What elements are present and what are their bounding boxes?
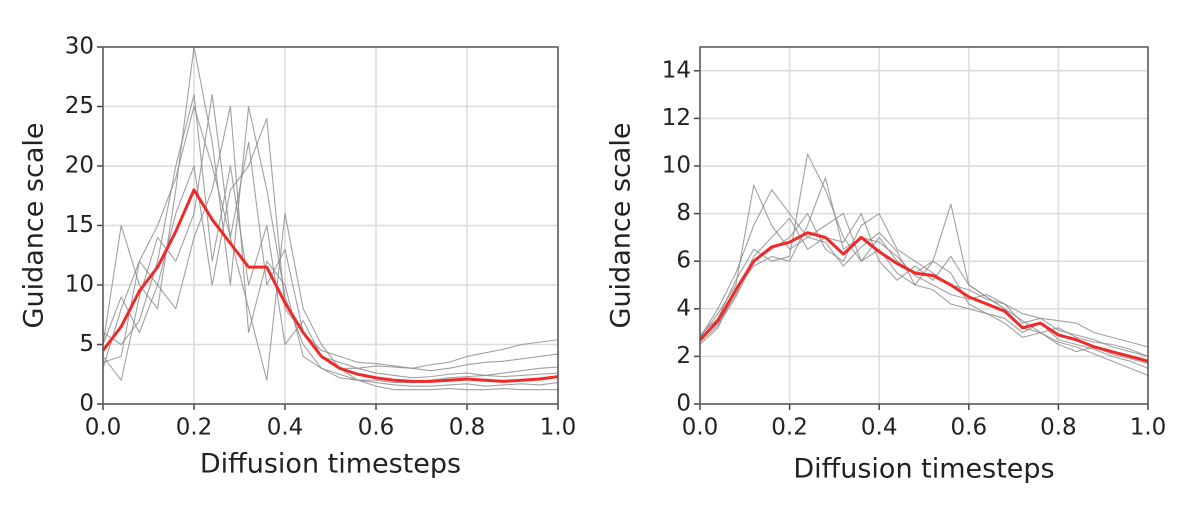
x-axis-label: Diffusion timesteps <box>200 449 461 480</box>
y-tick-label: 2 <box>676 343 691 369</box>
data-line <box>102 117 559 369</box>
data-line <box>699 213 1149 357</box>
data-line <box>699 177 1149 348</box>
data-line <box>698 231 1149 363</box>
x-tick-label: 1.0 <box>540 415 577 441</box>
data-line <box>699 213 1149 376</box>
subplot: 0 2 4 6 8 10 12 14 0.0 0.2 0.4 0.6 0.8 1.0 Diffusion t… <box>606 46 1167 485</box>
y-tick-label: 10 <box>662 153 691 179</box>
data-line <box>102 46 559 387</box>
axes-frame <box>699 46 1149 405</box>
y-tick-label: 0 <box>79 391 94 417</box>
x-tick-label: 0.0 <box>682 415 719 441</box>
y-tick-label: 0 <box>676 391 691 417</box>
data-line <box>102 94 559 379</box>
data-line <box>699 184 1149 365</box>
y-tick-label: 8 <box>676 200 691 226</box>
x-tick-label: 0.0 <box>85 415 122 441</box>
x-tick-label: 0.6 <box>358 415 395 441</box>
y-tick-label: 20 <box>65 153 94 179</box>
x-tick-label: 0.8 <box>449 415 486 441</box>
x-tick-label: 0.2 <box>771 415 808 441</box>
data-line <box>102 105 559 384</box>
x-tick-label: 1.0 <box>1130 415 1167 441</box>
axes-frame <box>102 46 559 405</box>
x-tick-label: 0.8 <box>1040 415 1077 441</box>
y-tick-label: 12 <box>662 105 691 131</box>
data-line <box>102 94 558 391</box>
x-tick-label: 0.2 <box>176 415 213 441</box>
y-tick-label: 15 <box>65 212 94 238</box>
x-tick-label: 0.6 <box>951 415 988 441</box>
x-tick-label: 0.4 <box>861 415 898 441</box>
y-tick-label: 30 <box>65 34 94 60</box>
y-axis-label: Guidance scale <box>19 123 50 329</box>
y-tick-label: 25 <box>65 93 94 119</box>
y-axis-label: Guidance scale <box>606 123 637 329</box>
y-tick-label: 6 <box>676 248 691 274</box>
y-tick-label: 14 <box>662 57 691 83</box>
data-line <box>101 188 559 383</box>
x-axis-label: Diffusion timesteps <box>793 454 1054 485</box>
y-tick-label: 10 <box>65 272 94 298</box>
subplot: 0 5 10 15 20 25 30 0.0 0.2 0.4 0.6 0.8 1.0 Diffusion … <box>19 34 577 480</box>
y-tick-label: 4 <box>676 295 691 321</box>
x-tick-label: 0.4 <box>267 415 304 441</box>
y-tick-label: 5 <box>79 331 94 357</box>
